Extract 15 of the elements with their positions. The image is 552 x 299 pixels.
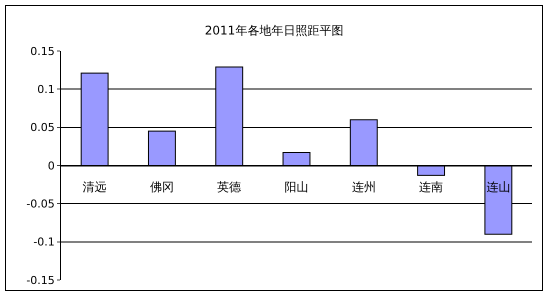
y-tick-label: -0.15 (26, 274, 55, 287)
y-tick-label: -0.1 (33, 236, 55, 249)
y-tick-label: -0.05 (26, 198, 55, 211)
x-tick-label: 连州 (352, 180, 376, 194)
y-tick-label: 0.15 (30, 44, 55, 58)
x-tick-label: 英德 (217, 180, 242, 194)
y-tick-label: 0 (48, 159, 55, 172)
y-tick-label: 0.1 (37, 83, 55, 96)
x-tick-label: 阳山 (284, 180, 308, 194)
x-tick-label: 连南 (419, 180, 444, 194)
x-tick-label: 连山 (486, 180, 510, 194)
x-tick-label: 佛冈 (150, 180, 174, 194)
chart-title: 2011年各地年日照距平图 (204, 23, 344, 38)
x-tick-label: 清远 (82, 180, 107, 194)
y-tick-label: 0.05 (30, 121, 55, 134)
